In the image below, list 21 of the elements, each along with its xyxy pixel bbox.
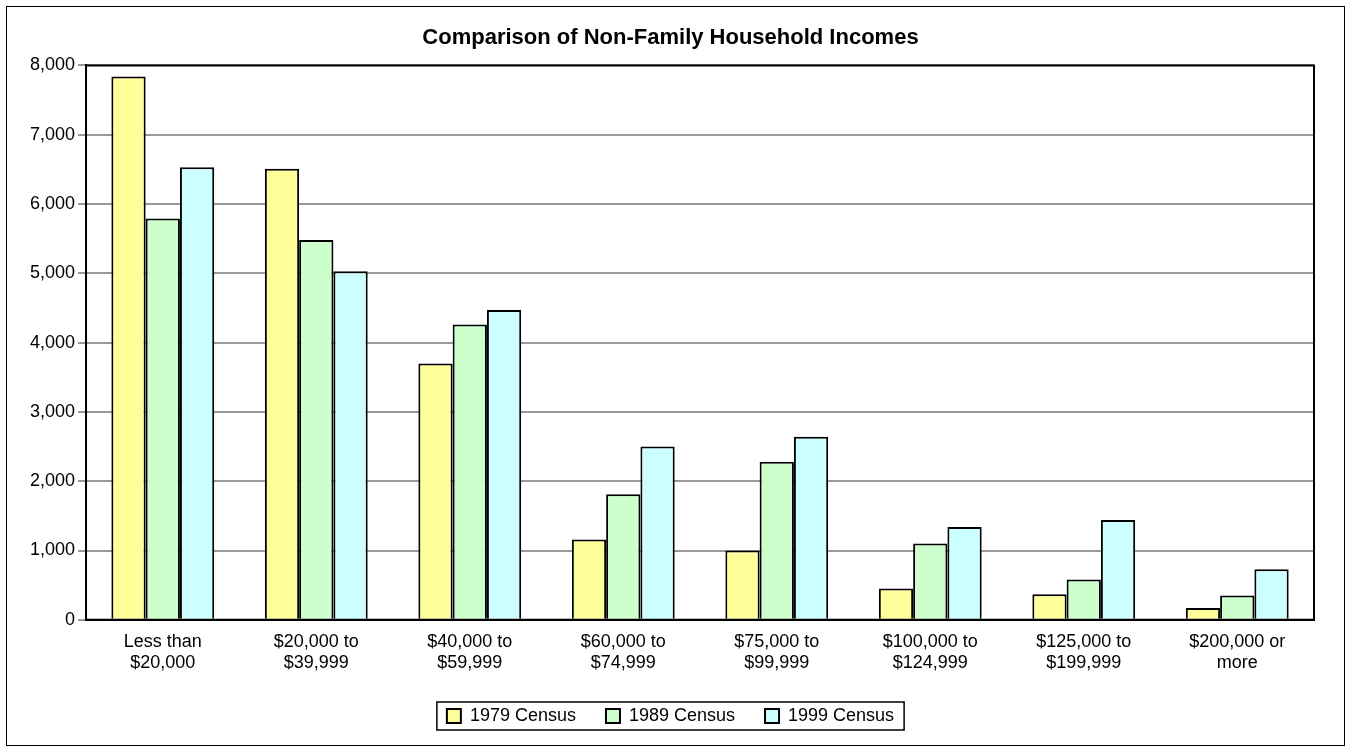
y-tick-label: 7,000 [30,123,76,144]
chart-title: Comparison of Non-Family Household Incomes [422,24,919,50]
y-tick-label: 0 [65,608,76,629]
x-tick-label: $75,000 to $99,999 [734,630,820,673]
x-tick-label: $20,000 to $39,999 [273,630,359,673]
legend-label: 1999 Census [788,704,895,725]
legend-label: 1979 Census [469,704,576,725]
y-tick-label: 6,000 [30,192,76,213]
x-tick-label: Less than $20,000 [123,630,202,673]
y-tick-label: 1,000 [30,539,76,560]
x-tick-label: $60,000 to $74,999 [580,630,666,673]
x-tick-label: $100,000 to $124,999 [882,630,978,673]
y-tick-label: 2,000 [30,470,76,491]
y-tick-label: 5,000 [30,262,76,283]
x-tick-label: $200,000 or more [1189,630,1286,673]
x-tick-label: $40,000 to $59,999 [427,630,513,673]
legend-label: 1989 Census [628,704,736,725]
x-tick-label: $125,000 to $199,999 [1036,630,1132,673]
y-tick-label: 3,000 [30,400,76,421]
y-tick-label: 8,000 [30,54,76,75]
y-tick-label: 4,000 [30,331,76,352]
